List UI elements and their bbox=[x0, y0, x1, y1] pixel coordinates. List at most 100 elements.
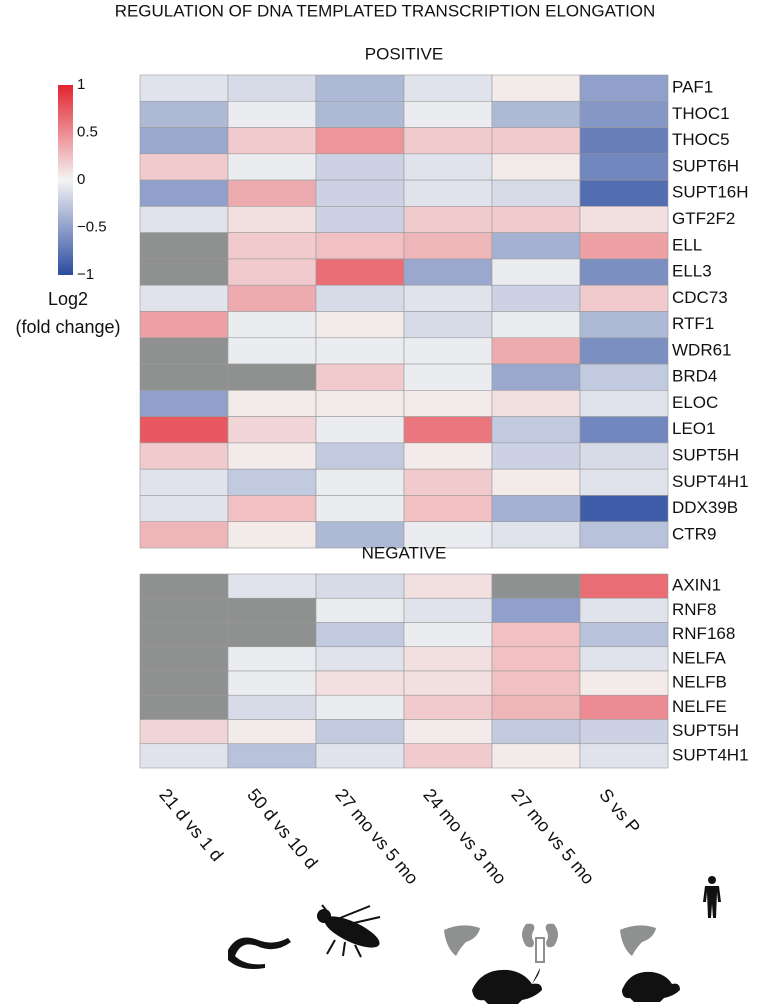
heatmap-cell bbox=[491, 258, 581, 286]
row-label: SUPT4H1 bbox=[672, 745, 749, 764]
row-label: CTR9 bbox=[672, 524, 716, 543]
row-label: THOC1 bbox=[672, 104, 730, 123]
heatmap-cell bbox=[579, 719, 669, 745]
heatmap-cell bbox=[579, 258, 669, 286]
heatmap-cell bbox=[491, 127, 581, 155]
heatmap-cell bbox=[491, 442, 581, 470]
heatmap-cell bbox=[579, 311, 669, 339]
heatmap-cell bbox=[403, 284, 493, 312]
heatmap-cell bbox=[227, 179, 317, 207]
heatmap-cell bbox=[579, 363, 669, 391]
heatmap-cell bbox=[227, 573, 317, 599]
heatmap-cell bbox=[403, 416, 493, 444]
heatmap-cell bbox=[139, 390, 229, 417]
heatmap-cell bbox=[139, 495, 229, 523]
heatmap-cell bbox=[491, 468, 581, 496]
panel-title: NEGATIVE bbox=[362, 543, 447, 562]
heatmap-cell bbox=[139, 521, 229, 549]
heatmap-cell bbox=[139, 100, 229, 128]
heatmap-cell bbox=[491, 416, 581, 444]
heatmap-cell bbox=[403, 363, 493, 391]
heatmap-cell bbox=[139, 416, 229, 444]
row-label: PAF1 bbox=[672, 78, 713, 97]
heatmap-cell bbox=[227, 390, 317, 417]
row-label: SUPT5H bbox=[672, 446, 739, 465]
heatmap-cell bbox=[579, 416, 669, 444]
heatmap-cell bbox=[579, 743, 669, 769]
row-label: THOC5 bbox=[672, 130, 730, 149]
heatmap-cell bbox=[315, 258, 405, 286]
missing-cell bbox=[139, 258, 229, 286]
heatmap-cell bbox=[491, 337, 581, 365]
heatmap-cell bbox=[315, 100, 405, 128]
row-label: ELOC bbox=[672, 393, 718, 412]
heatmap-cell bbox=[579, 622, 669, 648]
heatmap-cell bbox=[227, 719, 317, 745]
row-label: SUPT4H1 bbox=[672, 472, 749, 491]
heatmap-cell bbox=[491, 646, 581, 672]
colorbar-tick-label: 0.5 bbox=[77, 123, 98, 140]
colorbar-label: Log2 bbox=[48, 289, 88, 309]
row-label: SUPT6H bbox=[672, 156, 739, 175]
heatmap-cell bbox=[579, 284, 669, 312]
heatmap-cell bbox=[579, 206, 669, 233]
heatmap-cell bbox=[403, 646, 493, 672]
heatmap-cell bbox=[403, 694, 493, 720]
heatmap-cell bbox=[227, 284, 317, 312]
heatmap-cell bbox=[491, 597, 581, 623]
panel-title: POSITIVE bbox=[365, 44, 443, 63]
missing-cell bbox=[139, 646, 229, 672]
missing-cell bbox=[139, 597, 229, 623]
missing-cell bbox=[227, 597, 317, 623]
heatmap-cell bbox=[491, 100, 581, 128]
heatmap-cell bbox=[491, 390, 581, 417]
row-label: AXIN1 bbox=[672, 576, 721, 595]
missing-cell bbox=[139, 622, 229, 648]
heatmap-cell bbox=[315, 622, 405, 648]
colorbar-tick-label: 1 bbox=[77, 76, 85, 93]
heatmap-cell bbox=[579, 337, 669, 365]
heatmap-cell bbox=[491, 670, 581, 696]
heatmap-cell bbox=[403, 258, 493, 286]
heatmap-cell bbox=[579, 597, 669, 623]
row-label: BRD4 bbox=[672, 367, 717, 386]
heatmap-cell bbox=[403, 495, 493, 523]
fly-icon bbox=[317, 904, 381, 958]
heatmap-cell bbox=[491, 74, 581, 102]
row-label: ELL3 bbox=[672, 262, 712, 281]
row-label: GTF2F2 bbox=[672, 209, 735, 228]
heatmap-cell bbox=[579, 100, 669, 128]
heatmap-cell bbox=[579, 179, 669, 207]
missing-cell bbox=[139, 363, 229, 391]
heatmap-cell bbox=[491, 694, 581, 720]
heatmap-cell bbox=[315, 670, 405, 696]
heatmap-cell bbox=[315, 743, 405, 769]
row-label: RNF168 bbox=[672, 624, 735, 643]
row-label: DDX39B bbox=[672, 498, 738, 517]
heatmap-cell bbox=[139, 311, 229, 339]
row-label: LEO1 bbox=[672, 419, 715, 438]
heatmap-cell bbox=[227, 232, 317, 260]
heatmap-cell bbox=[139, 284, 229, 312]
heatmap-cell bbox=[579, 442, 669, 470]
missing-cell bbox=[491, 573, 581, 599]
heatmap-cell bbox=[139, 74, 229, 102]
heatmap-cell bbox=[227, 311, 317, 339]
heatmap-cell bbox=[403, 670, 493, 696]
heatmap-cell bbox=[315, 694, 405, 720]
human-icon bbox=[703, 876, 721, 918]
heatmap-cell bbox=[403, 311, 493, 339]
heatmap-cell bbox=[491, 622, 581, 648]
heatmap-cell bbox=[579, 468, 669, 496]
heatmap-cell bbox=[139, 153, 229, 181]
heatmap-cell bbox=[491, 284, 581, 312]
column-label: 21 d vs 1 d bbox=[155, 785, 227, 865]
heatmap-cell bbox=[315, 416, 405, 444]
heatmap-cell bbox=[227, 743, 317, 769]
icons bbox=[228, 876, 721, 1004]
heatmap-cell bbox=[139, 206, 229, 233]
heatmap-cell bbox=[139, 179, 229, 207]
mouse-icon bbox=[472, 968, 542, 1004]
heatmap-cell bbox=[227, 206, 317, 233]
